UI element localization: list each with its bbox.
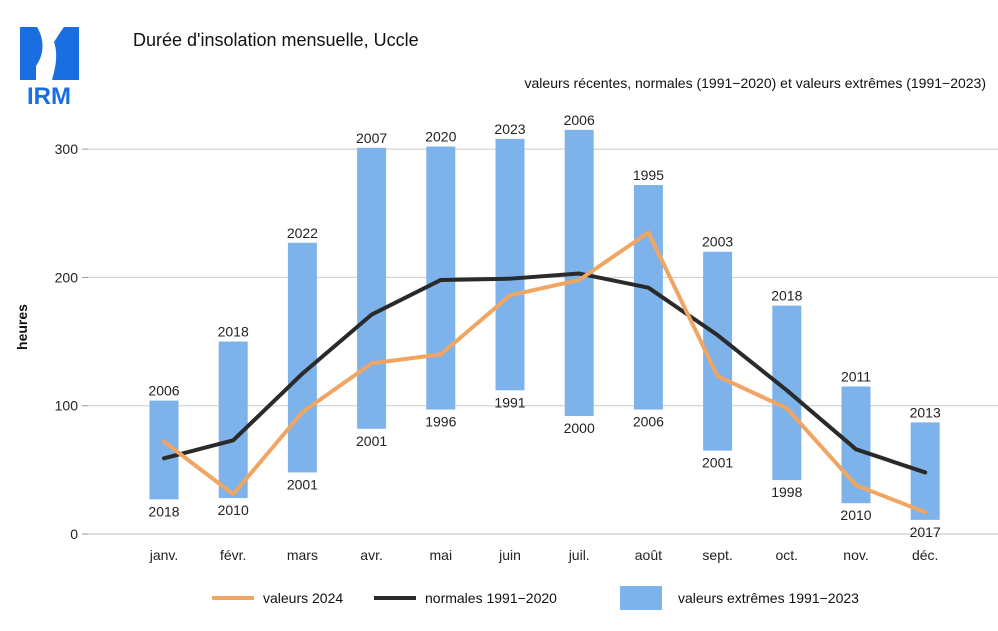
bar-year-labels: 2006 2018 2018 2010 2022 2001 2007 2001 2020 1996… [148, 112, 941, 540]
bar-min-year-3: 2001 [356, 433, 387, 449]
irm-logo: IRM [20, 27, 79, 110]
bar-max-year-1: 2018 [218, 324, 249, 340]
line-2024 [162, 230, 928, 515]
bar-max-year-7: 1995 [633, 167, 664, 183]
range-bar-1 [218, 341, 248, 499]
y-tick-label-0: 0 [70, 526, 78, 542]
bar-min-year-7: 2006 [633, 414, 664, 430]
range-bar-5 [495, 138, 525, 391]
line-normales [162, 271, 928, 475]
bar-min-year-6: 2000 [564, 420, 595, 436]
legend-label-extremes: valeurs extrêmes 1991−2023 [678, 590, 859, 606]
logo-text: IRM [27, 83, 71, 110]
legend-label-2024: valeurs 2024 [263, 590, 343, 606]
x-tick-label-6: juil. [568, 547, 590, 563]
range-bar-7 [633, 185, 663, 410]
y-tick-label-300: 300 [55, 141, 79, 157]
range-bar-2 [287, 242, 317, 473]
x-tick-label-3: avr. [360, 547, 383, 563]
series-lines [162, 230, 928, 515]
bar-max-year-10: 2011 [841, 368, 871, 384]
bar-min-year-9: 1998 [771, 484, 802, 500]
range-bar-3 [357, 147, 387, 429]
bar-max-year-6: 2006 [564, 112, 595, 128]
bar-max-year-4: 2020 [425, 129, 456, 145]
x-axis: janv. févr. mars avr. mai juin juil. août sept. o… [149, 547, 939, 563]
logo-mark-right [52, 27, 79, 80]
chart-title: Durée d'insolation mensuelle, Uccle [133, 30, 419, 50]
bar-max-year-11: 2013 [910, 404, 941, 420]
x-tick-label-0: janv. [149, 547, 179, 563]
legend: valeurs 2024 normales 1991−2020 valeurs … [212, 586, 859, 610]
legend-swatch-extremes [620, 586, 662, 610]
x-tick-label-1: févr. [220, 547, 246, 563]
x-tick-label-11: déc. [912, 547, 938, 563]
bar-min-year-1: 2010 [218, 502, 249, 518]
bar-max-year-8: 2003 [702, 234, 733, 250]
bar-min-year-10: 2010 [840, 507, 871, 523]
bar-min-year-2: 2001 [287, 476, 318, 492]
logo-mark-left [20, 27, 43, 80]
bar-max-year-3: 2007 [356, 130, 387, 146]
bar-max-year-0: 2006 [148, 383, 179, 399]
x-tick-label-5: juin [498, 547, 521, 563]
range-bars [149, 129, 940, 520]
bar-max-year-2: 2022 [287, 225, 318, 241]
chart-subtitle: valeurs récentes, normales (1991−2020) e… [525, 75, 986, 91]
x-tick-label-8: sept. [702, 547, 732, 563]
bar-min-year-11: 2017 [910, 524, 941, 540]
y-axis: 0 100 200 300 [55, 141, 88, 542]
bar-min-year-5: 1991 [494, 394, 525, 410]
x-tick-label-4: mai [430, 547, 453, 563]
x-tick-label-7: août [635, 547, 662, 563]
bar-min-year-0: 2018 [148, 503, 179, 519]
x-tick-label-2: mars [287, 547, 318, 563]
bar-min-year-8: 2001 [702, 455, 733, 471]
bar-max-year-9: 2018 [771, 288, 802, 304]
legend-label-normals: normales 1991−2020 [425, 590, 557, 606]
y-tick-label-100: 100 [55, 398, 79, 414]
x-tick-label-9: oct. [776, 547, 799, 563]
y-tick-label-200: 200 [55, 269, 79, 285]
bar-min-year-4: 1996 [425, 414, 456, 430]
range-bar-8 [703, 251, 733, 451]
x-tick-label-10: nov. [843, 547, 868, 563]
y-axis-label: heures [14, 304, 30, 350]
bar-max-year-5: 2023 [494, 121, 525, 137]
